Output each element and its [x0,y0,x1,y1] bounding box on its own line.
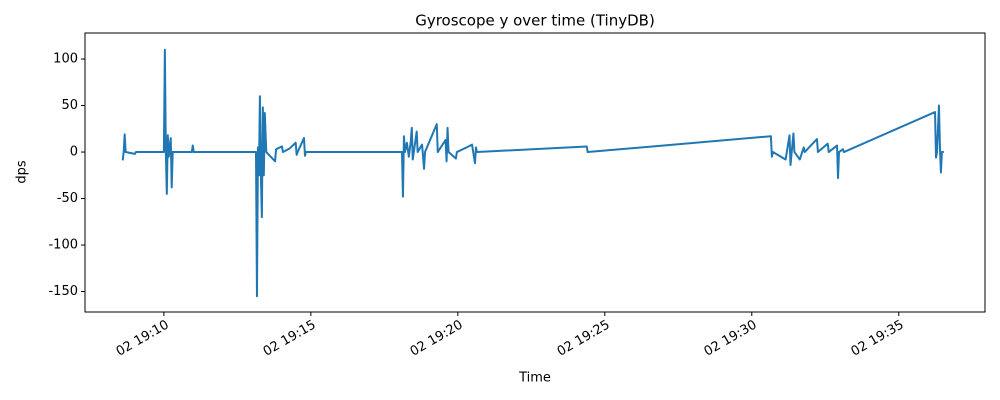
x-axis-label: Time [518,371,551,386]
x-tick-label: 02 19:35 [849,318,907,360]
y-tick-label: 50 [61,98,78,113]
y-tick-label: 100 [53,52,78,67]
x-tick-label: 02 19:30 [702,318,760,360]
x-tick-label: 02 19:15 [261,318,319,360]
chart-title: Gyroscope y over time (TinyDB) [415,12,655,30]
x-tick-label: 02 19:10 [114,318,172,360]
data-line [121,48,944,298]
x-tick-label: 02 19:25 [555,318,613,360]
y-tick-label: -100 [48,238,78,253]
x-tick-label: 02 19:20 [408,318,466,360]
y-axis-label: dps [15,160,30,184]
y-tick-label: -50 [57,191,78,206]
y-tick-label: 0 [70,145,78,160]
y-tick-label: -150 [48,284,78,299]
plot-frame [84,32,986,313]
